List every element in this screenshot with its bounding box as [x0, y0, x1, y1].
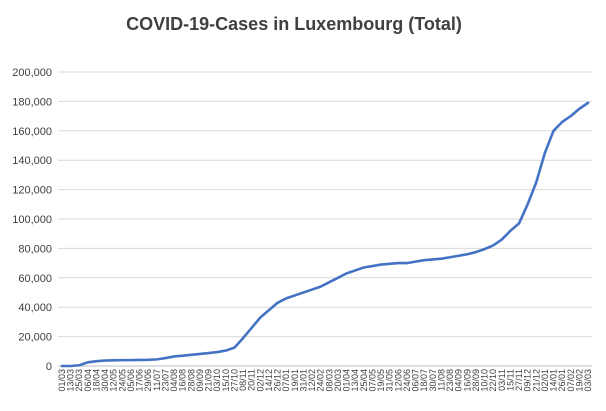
x-tick-label: 25/03: [74, 369, 84, 392]
x-tick-label: 02/01: [540, 369, 550, 392]
x-tick-label: 24/02: [316, 369, 326, 392]
x-tick-label: 23/07: [160, 369, 170, 392]
x-tick-label: 09/09: [195, 369, 205, 392]
x-tick-label: 15/11: [505, 369, 515, 391]
y-tick-label: 60,000: [18, 273, 52, 285]
y-tick-label: 140,000: [12, 155, 52, 167]
y-tick-label: 200,000: [12, 67, 52, 79]
x-tick-label: 28/09: [471, 369, 481, 392]
x-tick-label: 19/05: [376, 369, 386, 392]
x-tick-label: 14/01: [549, 369, 559, 392]
x-tick-label: 11/08: [436, 369, 446, 391]
y-tick-label: 180,000: [12, 96, 52, 108]
series-group: [60, 101, 590, 368]
x-tick-label: 07/02: [566, 369, 576, 392]
gridlines: [58, 71, 592, 338]
x-tick-label: 16/09: [462, 369, 472, 392]
y-tick-label: 40,000: [18, 302, 52, 314]
x-tick-label: 27/10: [229, 369, 239, 392]
x-tick-label: 12/05: [109, 369, 119, 392]
x-tick-label: 11/07: [152, 369, 162, 391]
x-tick-label: 26/01: [557, 369, 567, 392]
x-tick-label: 07/05: [367, 369, 377, 392]
y-tick-label: 100,000: [12, 214, 52, 226]
x-tick-label: 13/03: [66, 369, 76, 392]
x-tick-label: 08/11: [238, 369, 248, 391]
y-tick-label: 120,000: [12, 185, 52, 197]
x-tick-label: 03/11: [497, 369, 507, 391]
x-tick-label: 12/06: [393, 369, 403, 392]
x-tick-label: 10/10: [480, 369, 490, 392]
x-tick-label: 26/12: [273, 369, 283, 392]
x-tick-label: 19/01: [290, 369, 300, 392]
x-tick-label: 28/08: [186, 369, 196, 392]
y-tick-label: 80,000: [18, 243, 52, 255]
x-tick-label: 27/11: [514, 369, 524, 391]
x-tick-label: 13/04: [350, 369, 360, 392]
x-tick-label: 04/08: [169, 369, 179, 392]
x-tick-label: 25/04: [359, 369, 369, 392]
y-axis-ticks: 0 20,000 40,000 60,000 80,000 100,000 120,000 1…: [12, 67, 52, 373]
x-tick-label: 30/04: [100, 369, 110, 392]
y-tick-label: 160,000: [12, 126, 52, 138]
x-tick-label: 18/04: [91, 369, 101, 392]
x-tick-label: 04/09: [454, 369, 464, 392]
x-tick-label: 31/01: [298, 369, 308, 392]
x-tick-label: 19/02: [574, 369, 584, 392]
y-tick-label: 0: [46, 361, 52, 373]
series-line: [60, 101, 590, 368]
x-tick-label: 18/07: [419, 369, 429, 392]
x-tick-label: 03/03: [583, 369, 593, 392]
x-tick-label: 14/12: [264, 369, 274, 392]
x-tick-label: 01/03: [57, 369, 67, 392]
x-tick-label: 12/02: [307, 369, 317, 392]
x-tick-label: 29/06: [143, 369, 153, 392]
x-tick-label: 15/10: [221, 369, 231, 392]
x-tick-label: 09/12: [523, 369, 533, 392]
x-tick-label: 24/05: [117, 369, 127, 392]
x-tick-label: 20/03: [333, 369, 343, 392]
x-tick-label: 24/06: [402, 369, 412, 392]
x-tick-label: 06/04: [83, 369, 93, 392]
x-tick-label: 17/06: [135, 369, 145, 392]
x-tick-label: 01/04: [342, 369, 352, 392]
x-axis-ticks: 01/0313/0325/0306/0418/0430/0412/0524/05…: [57, 369, 593, 392]
x-tick-label: 21/09: [204, 369, 214, 392]
x-tick-label: 23/08: [445, 369, 455, 392]
x-tick-label: 08/03: [324, 369, 334, 392]
x-tick-label: 07/01: [281, 369, 291, 392]
x-tick-label: 30/07: [428, 369, 438, 392]
x-tick-label: 22/10: [488, 369, 498, 392]
chart-title: COVID-19-Cases in Luxembourg (Total): [126, 14, 462, 34]
x-tick-label: 16/08: [178, 369, 188, 392]
x-tick-label: 02/12: [255, 369, 265, 392]
x-tick-label: 03/10: [212, 369, 222, 392]
x-tick-label: 21/12: [531, 369, 541, 392]
x-tick-label: 20/11: [247, 369, 257, 391]
x-tick-label: 31/05: [385, 369, 395, 392]
x-tick-label: 06/07: [411, 369, 421, 392]
y-tick-label: 20,000: [18, 332, 52, 344]
x-tick-label: 05/06: [126, 369, 136, 392]
